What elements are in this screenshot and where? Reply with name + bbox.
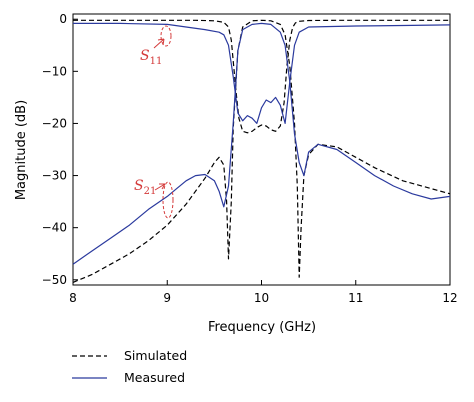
x-tick-label: 9 xyxy=(163,291,171,305)
legend: Simulated Measured xyxy=(72,348,187,385)
s11-annotation: S11 xyxy=(140,25,172,67)
plot-area: 8 9 10 11 12 0 −10 −20 −30 −40 −50 xyxy=(42,12,458,305)
series-simulated-s11-line xyxy=(73,19,450,134)
legend-simulated-label: Simulated xyxy=(124,348,187,363)
x-tick-label: 10 xyxy=(254,291,269,305)
s11-label-sub: 11 xyxy=(150,56,163,67)
s11-arrow xyxy=(153,38,165,49)
x-axis-label: Frequency (GHz) xyxy=(208,320,316,335)
legend-measured-label: Measured xyxy=(124,370,185,385)
series-layer xyxy=(72,19,451,283)
series-measured-s21-line xyxy=(72,22,451,265)
s11-label-main: S xyxy=(140,48,150,64)
y-tick-label: −20 xyxy=(42,116,67,130)
s11-label: S11 xyxy=(140,48,162,67)
s21-arrowhead xyxy=(159,183,166,190)
s21-marker-ellipse xyxy=(162,181,174,219)
x-tick-label: 12 xyxy=(442,291,457,305)
s21-label: S21 xyxy=(134,178,156,197)
y-tick-label: −10 xyxy=(42,64,67,78)
series-simulated-s21-line xyxy=(72,19,451,283)
s21-label-main: S xyxy=(134,178,144,194)
x-tick-label: 8 xyxy=(69,291,77,305)
y-tick-label: −50 xyxy=(42,273,67,287)
x-tick-label: 11 xyxy=(348,291,363,305)
y-tick-label: −30 xyxy=(42,169,67,183)
s21-label-sub: 21 xyxy=(144,186,157,197)
ticks-layer: 8 9 10 11 12 0 −10 −20 −30 −40 −50 xyxy=(42,12,458,305)
y-axis-label: Magnitude (dB) xyxy=(14,100,29,200)
plot-frame xyxy=(72,13,451,286)
s21-arrow xyxy=(154,183,166,191)
s11-arrowhead xyxy=(157,38,165,46)
s21-annotation: S21 xyxy=(134,178,174,219)
y-tick-label: −40 xyxy=(42,221,67,235)
series-measured-s11-line xyxy=(73,22,451,124)
y-tick-label: 0 xyxy=(59,12,67,26)
s11-marker-ellipse xyxy=(160,25,172,47)
